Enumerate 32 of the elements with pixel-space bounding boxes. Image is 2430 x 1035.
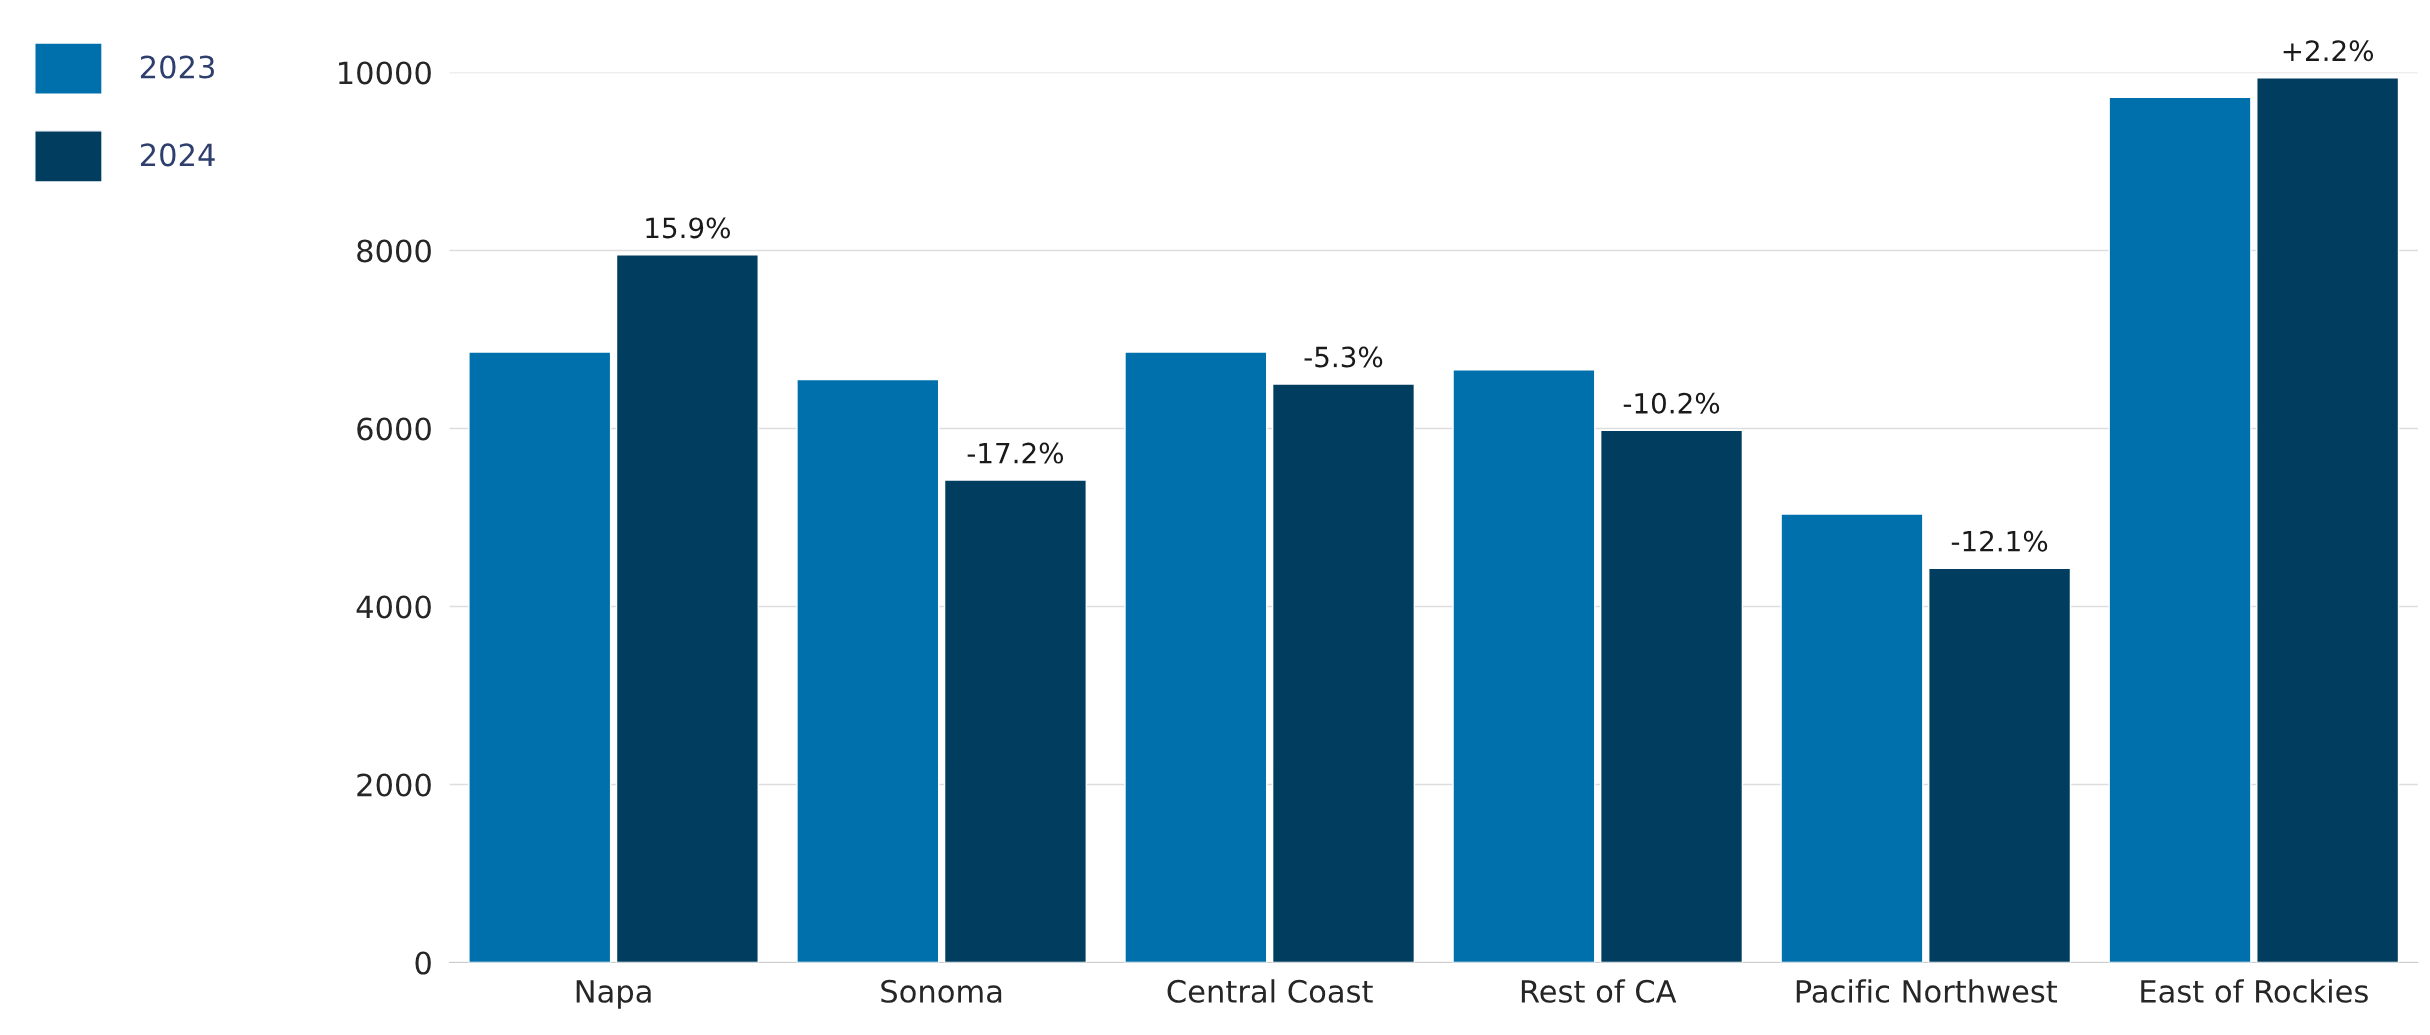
bar: [796, 378, 940, 963]
bar: [1928, 567, 2072, 963]
annotation: 15.9%: [646, 217, 730, 239]
x-tick-label: Rest of CA: [1521, 979, 1677, 1003]
x-tick-label: East of Rockies: [2141, 979, 2368, 1003]
x-tick-label: Pacific Northwest: [1796, 979, 2058, 1003]
bar: [2256, 77, 2400, 963]
bar: [468, 351, 612, 963]
y-tick-label: 10000: [339, 61, 431, 85]
legend-label: 2024: [140, 143, 215, 167]
annotation: -17.2%: [967, 442, 1064, 464]
annotation: -5.3%: [1304, 346, 1383, 368]
x-tick-label: Central Coast: [1167, 979, 1373, 1003]
y-tick-label: 6000: [357, 417, 431, 441]
legend-label: 2023: [140, 55, 214, 79]
bar: [1780, 513, 1924, 963]
y-tick-label: 0: [415, 951, 431, 975]
bar: [1271, 383, 1416, 963]
annotation: -10.2%: [1623, 392, 1720, 414]
bar: [2108, 96, 2252, 963]
y-tick-label: 2000: [357, 773, 431, 797]
bar: [943, 479, 1087, 963]
bar: [1124, 351, 1268, 963]
bar: [1599, 429, 1744, 963]
x-tick-label: Sonoma: [881, 979, 1002, 1003]
bar: [615, 254, 759, 963]
annotation: -12.1%: [1951, 530, 2048, 552]
bar: [1452, 369, 1596, 963]
y-tick-label: 4000: [356, 595, 431, 619]
y-tick-label: 8000: [357, 239, 431, 263]
annotation: +2.2%: [2283, 40, 2374, 62]
x-tick-label: Napa: [576, 980, 651, 1009]
